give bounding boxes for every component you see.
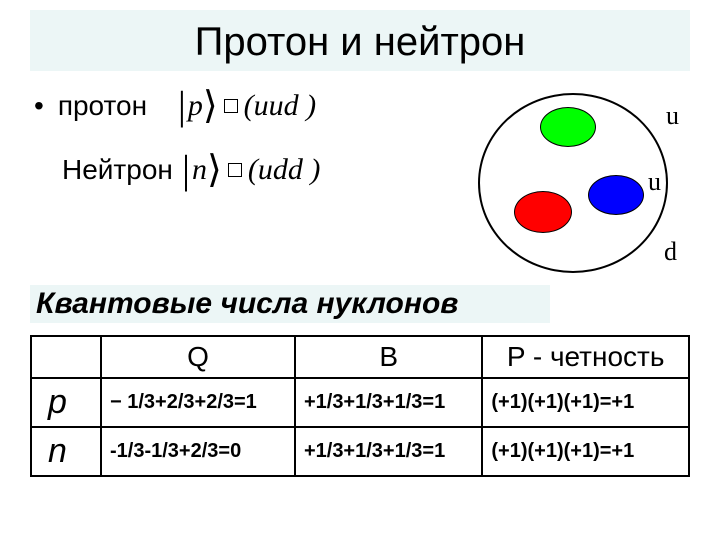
label-u2: u xyxy=(648,167,661,197)
th-b: B xyxy=(295,336,482,378)
label-u1: u xyxy=(666,101,679,131)
proton-label: протон xyxy=(58,90,178,122)
quark-green xyxy=(540,107,596,147)
quark-blue xyxy=(588,175,644,215)
proton-comp: (uud ) xyxy=(244,89,316,123)
table-header-row: Q B P - четность xyxy=(31,336,689,378)
row-b: +1/3+1/3+1/3=1 xyxy=(295,427,482,476)
row-q: − 1/3+2/3+2/3=1 xyxy=(101,378,295,427)
quark-red xyxy=(514,191,572,233)
content-row: • протон | p ⟩ (uud ) Нейтрон | n ⟩ (udd… xyxy=(30,89,690,279)
proton-formula: | p ⟩ (uud ) xyxy=(178,89,316,123)
row-name: p xyxy=(31,378,101,427)
neutron-label: Нейтрон xyxy=(62,154,182,186)
bullet-icon: • xyxy=(34,90,44,122)
box-icon xyxy=(228,163,242,177)
neutron-ket: n xyxy=(192,153,207,187)
table-row: p − 1/3+2/3+2/3=1 +1/3+1/3+1/3=1 (+1)(+1… xyxy=(31,378,689,427)
proton-row: • протон | p ⟩ (uud ) xyxy=(30,89,460,123)
neutron-comp: (udd ) xyxy=(248,153,320,187)
th-empty xyxy=(31,336,101,378)
formula-column: • протон | p ⟩ (uud ) Нейтрон | n ⟩ (udd… xyxy=(30,89,460,217)
row-name: n xyxy=(31,427,101,476)
proton-ket: p xyxy=(188,89,203,123)
row-b: +1/3+1/3+1/3=1 xyxy=(295,378,482,427)
quantum-table: Q B P - четность p − 1/3+2/3+2/3=1 +1/3+… xyxy=(30,335,690,477)
row-q: -1/3-1/3+2/3=0 xyxy=(101,427,295,476)
page-title: Протон и нейтрон xyxy=(30,20,690,65)
label-d: d xyxy=(664,237,677,267)
subtitle: Квантовые числа нуклонов xyxy=(36,287,544,321)
box-icon xyxy=(224,99,238,113)
row-p: (+1)(+1)(+1)=+1 xyxy=(482,378,689,427)
table-row: n -1/3-1/3+2/3=0 +1/3+1/3+1/3=1 (+1)(+1)… xyxy=(31,427,689,476)
quark-diagram: u u d xyxy=(470,89,690,279)
title-band: Протон и нейтрон xyxy=(30,10,690,71)
neutron-formula: | n ⟩ (udd ) xyxy=(182,153,320,187)
th-p: P - четность xyxy=(482,336,689,378)
row-p: (+1)(+1)(+1)=+1 xyxy=(482,427,689,476)
subtitle-band: Квантовые числа нуклонов xyxy=(30,285,550,323)
neutron-row: Нейтрон | n ⟩ (udd ) xyxy=(62,153,460,187)
th-q: Q xyxy=(101,336,295,378)
